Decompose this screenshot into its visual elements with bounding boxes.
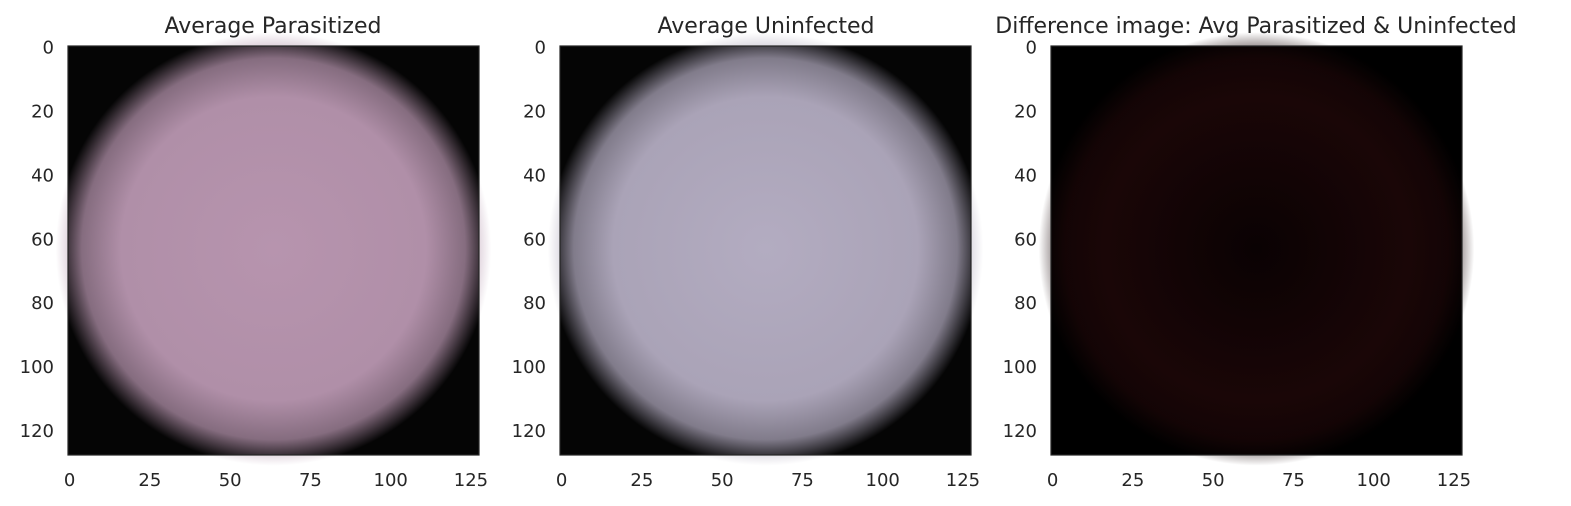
panel-1: Average Parasitized 0 25 50 75 100 125 0 20 40 60 8… <box>20 14 492 491</box>
y-tick-label: 40 <box>1014 165 1037 186</box>
axes-frame <box>559 45 972 456</box>
y-tick-label: 120 <box>1003 421 1037 442</box>
x-tick-label: 25 <box>138 470 161 491</box>
y-tick-label: 80 <box>523 293 546 314</box>
x-tick-label: 75 <box>1282 470 1305 491</box>
y-tick-label: 60 <box>31 229 54 250</box>
x-tick-label: 50 <box>219 470 242 491</box>
x-tick-label: 125 <box>946 470 980 491</box>
y-tick-label: 0 <box>1026 38 1037 59</box>
x-tick-label: 75 <box>299 470 322 491</box>
axes-frame <box>67 45 480 456</box>
y-tick-label: 100 <box>1003 357 1037 378</box>
y-tick-label: 0 <box>43 38 54 59</box>
panel-2: Average Uninfected 0 25 50 75 100 125 0 20 40 60 80… <box>512 14 984 491</box>
cell-image <box>547 32 984 466</box>
y-tick-label: 40 <box>523 165 546 186</box>
x-tick-label: 100 <box>374 470 408 491</box>
y-tick-label: 120 <box>512 421 546 442</box>
y-tick-label: 60 <box>1014 229 1037 250</box>
y-tick-label: 80 <box>1014 293 1037 314</box>
y-tick-label: 20 <box>523 102 546 123</box>
x-tick-label: 100 <box>1357 470 1391 491</box>
cell-image <box>1038 32 1475 466</box>
y-tick-label: 20 <box>1014 102 1037 123</box>
x-tick-label: 50 <box>711 470 734 491</box>
x-tick-label: 125 <box>1437 470 1471 491</box>
panel-3: Difference image: Avg Parasitized & Unin… <box>995 14 1516 491</box>
x-tick-label: 75 <box>791 470 814 491</box>
y-tick-label: 120 <box>20 421 54 442</box>
x-tick-label: 125 <box>454 470 488 491</box>
axes-frame <box>1050 45 1463 456</box>
panel-title: Average Parasitized <box>165 14 382 39</box>
y-tick-label: 80 <box>31 293 54 314</box>
y-tick-label: 60 <box>523 229 546 250</box>
x-tick-label: 0 <box>1047 470 1058 491</box>
x-tick-label: 25 <box>1121 470 1144 491</box>
x-tick-label: 50 <box>1202 470 1225 491</box>
y-tick-label: 100 <box>20 357 54 378</box>
cell-image <box>55 32 492 466</box>
panel-title: Average Uninfected <box>658 14 875 39</box>
x-tick-label: 100 <box>866 470 900 491</box>
y-tick-label: 0 <box>535 38 546 59</box>
panel-title: Difference image: Avg Parasitized & Unin… <box>995 14 1516 39</box>
y-tick-label: 40 <box>31 165 54 186</box>
x-tick-label: 0 <box>64 470 75 491</box>
y-tick-label: 20 <box>31 102 54 123</box>
y-tick-label: 100 <box>512 357 546 378</box>
x-tick-label: 0 <box>556 470 567 491</box>
x-tick-label: 25 <box>630 470 653 491</box>
